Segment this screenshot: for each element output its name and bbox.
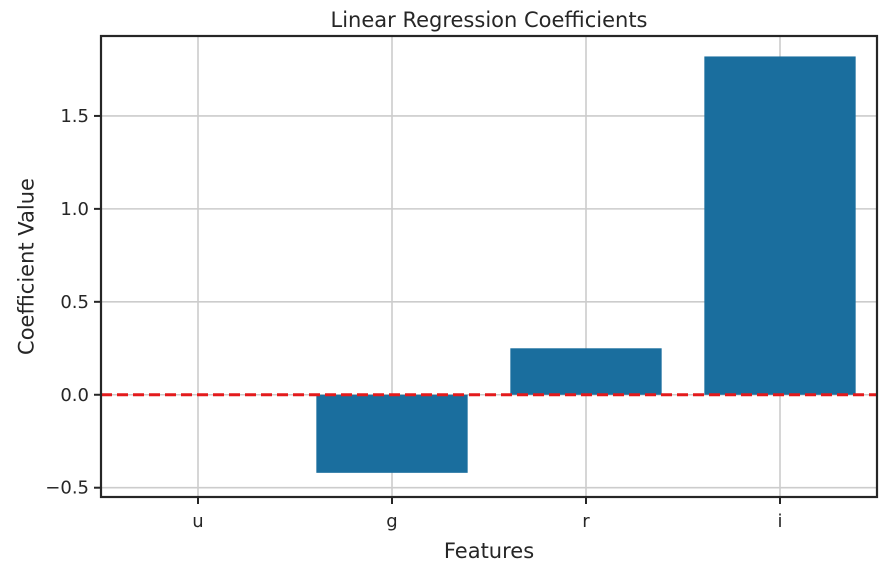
x-tick-label: u <box>192 511 203 532</box>
y-axis-label: Coefficient Value <box>14 178 38 355</box>
x-tick-label: i <box>777 511 782 532</box>
y-tick-label: 1.5 <box>60 106 89 127</box>
y-tick-label: 0.5 <box>60 292 89 313</box>
y-tick-label: 1.0 <box>60 199 89 220</box>
x-tick-label: r <box>582 511 590 532</box>
bar-i <box>704 56 856 395</box>
bar-r <box>510 348 662 395</box>
bars <box>316 56 856 473</box>
ticks: −0.5 0.0 0.5 1.0 1.5 u g r i <box>45 106 782 532</box>
axes-frame <box>99 34 879 499</box>
y-tick-label: 0.0 <box>60 385 89 406</box>
chart-title: Linear Regression Coefficients <box>331 8 648 32</box>
x-axis-label: Features <box>444 539 534 563</box>
y-tick-label: −0.5 <box>45 478 89 499</box>
bar-g <box>316 394 468 473</box>
x-tick-label: g <box>386 511 397 532</box>
